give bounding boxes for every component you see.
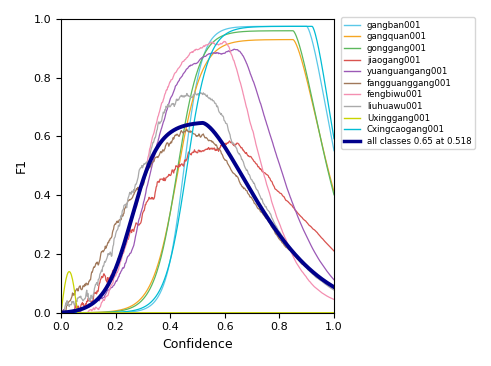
Legend: gangban001, gangquan001, gonggang001, jiaogang001, yuanguangang001, fangguanggan: gangban001, gangquan001, gonggang001, ji… — [341, 18, 475, 149]
X-axis label: Confidence: Confidence — [162, 338, 233, 351]
Y-axis label: F1: F1 — [15, 158, 28, 173]
